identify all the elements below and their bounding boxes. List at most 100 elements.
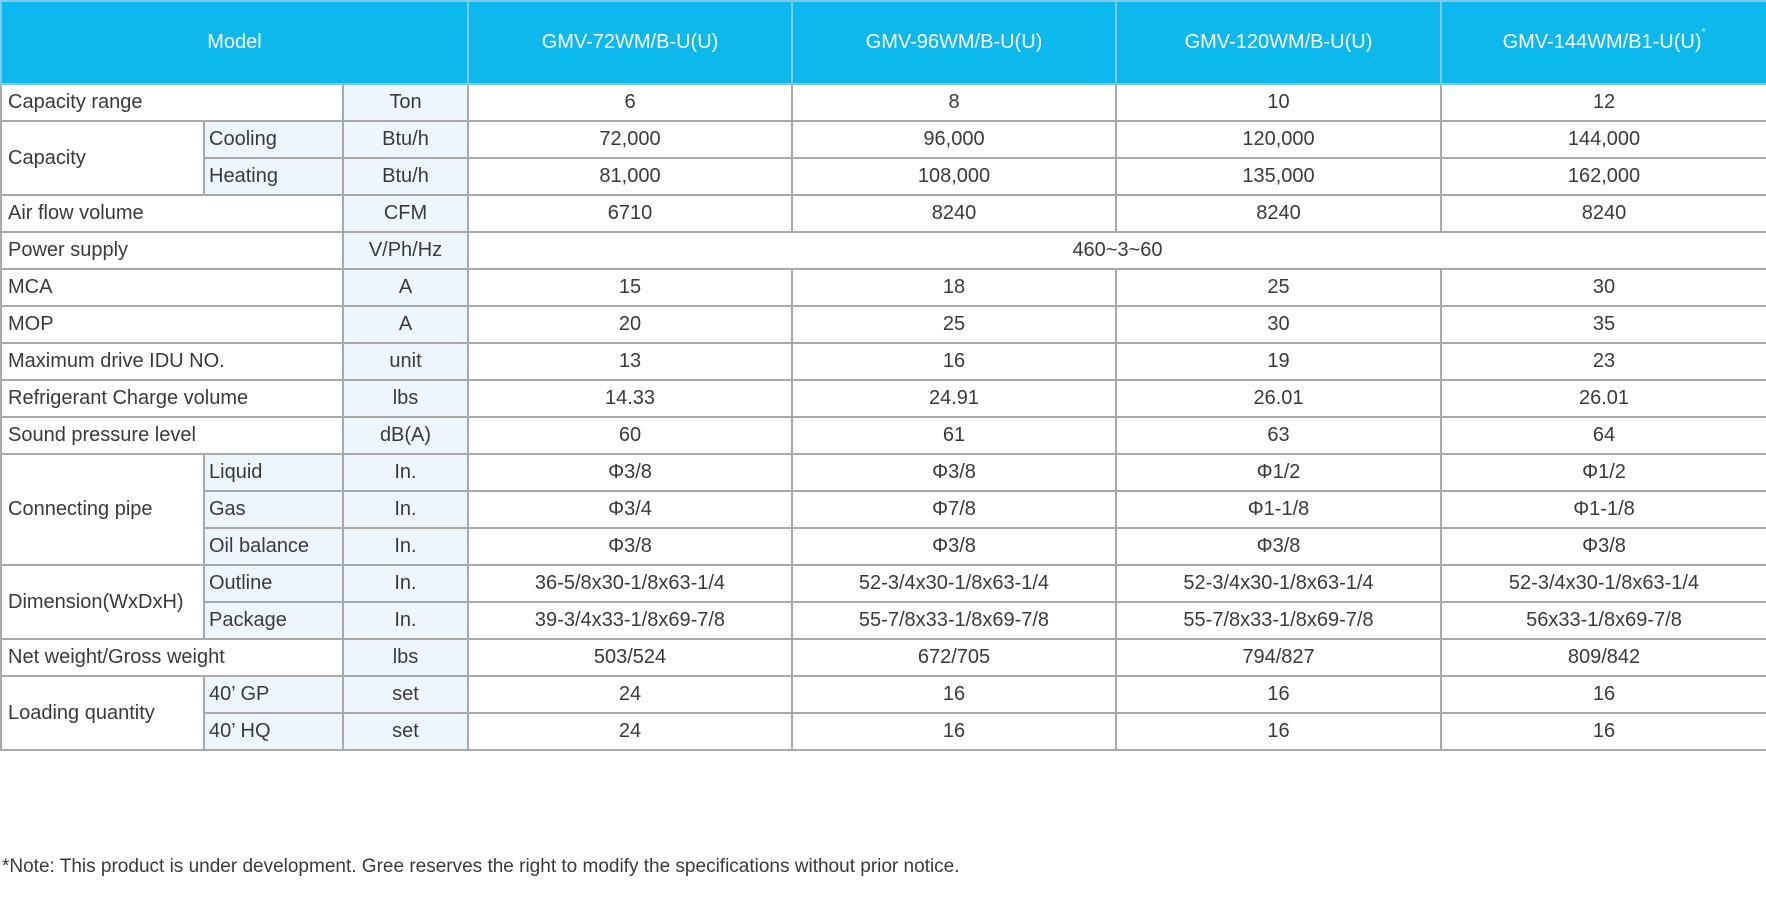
row-label: Refrigerant Charge volume	[0, 379, 344, 418]
value-cell: 24	[467, 675, 793, 714]
value-cell: 794/827	[1115, 638, 1442, 677]
row-sub-label: Heating	[203, 157, 344, 196]
row-group-label: Capacity	[0, 120, 205, 196]
value-cell: 16	[791, 675, 1117, 714]
value-cell: 56x33-1/8x69-7/8	[1440, 601, 1766, 640]
table-row: Oil balance In. Φ3/8 Φ3/8 Φ3/8 Φ3/8	[1, 527, 1766, 566]
value-cell: 108,000	[791, 157, 1117, 196]
value-cell: 35	[1440, 305, 1766, 344]
value-cell: 8240	[1440, 194, 1766, 233]
table-row: Package In. 39-3/4x33-1/8x69-7/8 55-7/8x…	[1, 601, 1766, 640]
value-cell: Φ3/8	[1115, 527, 1442, 566]
row-label: Sound pressure level	[0, 416, 344, 455]
merged-value-cell: 460~3~60	[467, 231, 1766, 270]
unit-cell: In.	[342, 564, 469, 603]
row-label: Air flow volume	[0, 194, 344, 233]
value-cell: 24	[467, 712, 793, 751]
model-name: GMV-144WM/B1-U(U)	[1502, 31, 1702, 53]
value-cell: Φ3/8	[791, 453, 1117, 492]
row-group-label: Connecting pipe	[0, 453, 205, 566]
value-cell: 30	[1115, 305, 1442, 344]
table-row: Loading quantity 40’ GP set 24 16 16 16	[0, 675, 1766, 751]
value-cell: 52-3/4x30-1/8x63-1/4	[1115, 564, 1442, 603]
value-cell: 26.01	[1440, 379, 1766, 418]
row-label: Net weight/Gross weight	[0, 638, 344, 677]
value-cell: Φ3/8	[467, 527, 793, 566]
table-row: Refrigerant Charge volume lbs 14.33 24.9…	[0, 379, 1766, 418]
value-cell: 15	[467, 268, 793, 307]
value-cell: 503/524	[467, 638, 793, 677]
value-cell: 162,000	[1440, 157, 1766, 196]
value-cell: 672/705	[791, 638, 1117, 677]
value-cell: 6710	[467, 194, 793, 233]
value-cell: 52-3/4x30-1/8x63-1/4	[1440, 564, 1766, 603]
table-row: Maximum drive IDU NO. unit 13 16 19 23	[0, 342, 1766, 381]
value-cell: 39-3/4x33-1/8x69-7/8	[467, 601, 793, 640]
value-cell: 16	[1115, 712, 1442, 751]
value-cell: Φ3/8	[1440, 527, 1766, 566]
model-header: Model	[0, 0, 469, 85]
row-sub-label: 40’ GP	[203, 675, 344, 714]
value-cell: 63	[1115, 416, 1442, 455]
value-cell: 72,000	[467, 120, 793, 159]
value-cell: Φ3/8	[467, 453, 793, 492]
unit-cell: In.	[342, 601, 469, 640]
model-name: GMV-72WM/B-U(U)	[467, 0, 793, 85]
row-label: Capacity range	[0, 83, 344, 122]
value-cell: 81,000	[467, 157, 793, 196]
unit-cell: lbs	[342, 379, 469, 418]
table-row: Gas In. Φ3/4 Φ7/8 Φ1-1/8 Φ1-1/8	[1, 490, 1766, 529]
model-name: GMV-96WM/B-U(U)	[791, 0, 1117, 85]
row-sub-label: Liquid	[203, 453, 344, 492]
value-cell: 10	[1115, 83, 1442, 122]
value-cell: 16	[791, 712, 1117, 751]
value-cell: Φ7/8	[791, 490, 1117, 529]
unit-cell: unit	[342, 342, 469, 381]
value-cell: 96,000	[791, 120, 1117, 159]
value-cell: 26.01	[1115, 379, 1442, 418]
value-cell: 13	[467, 342, 793, 381]
value-cell: 809/842	[1440, 638, 1766, 677]
table-row: MCA A 15 18 25 30	[0, 268, 1766, 307]
table-row: Connecting pipe Liquid In. Φ3/8 Φ3/8 Φ1/…	[0, 453, 1766, 566]
value-cell: 36-5/8x30-1/8x63-1/4	[467, 564, 793, 603]
unit-cell: Ton	[342, 83, 469, 122]
value-cell: 120,000	[1115, 120, 1442, 159]
row-sub-label: 40’ HQ	[203, 712, 344, 751]
unit-cell: set	[342, 675, 469, 714]
table-row: Power supply V/Ph/Hz 460~3~60	[0, 231, 1766, 270]
value-cell: 64	[1440, 416, 1766, 455]
value-cell: 6	[467, 83, 793, 122]
row-group-label: Loading quantity	[0, 675, 205, 751]
table-row: Air flow volume CFM 6710 8240 8240 8240	[0, 194, 1766, 233]
value-cell: 16	[1440, 712, 1766, 751]
unit-cell: Btu/h	[342, 157, 469, 196]
value-cell: 12	[1440, 83, 1766, 122]
unit-cell: Btu/h	[342, 120, 469, 159]
unit-cell: V/Ph/Hz	[342, 231, 469, 270]
value-cell: 25	[791, 305, 1117, 344]
table-row: Dimension(WxDxH) Outline In. 36-5/8x30-1…	[0, 564, 1766, 640]
row-sub-label: Cooling	[203, 120, 344, 159]
unit-cell: lbs	[342, 638, 469, 677]
value-cell: 24.91	[791, 379, 1117, 418]
table-row: Net weight/Gross weight lbs 503/524 672/…	[0, 638, 1766, 677]
row-sub-label: Gas	[203, 490, 344, 529]
development-mark: *	[1701, 27, 1706, 38]
value-cell: 14.33	[467, 379, 793, 418]
header-row: Model GMV-72WM/B-U(U) GMV-96WM/B-U(U) GM…	[0, 0, 1766, 85]
value-cell: Φ1/2	[1440, 453, 1766, 492]
table-row: MOP A 20 25 30 35	[0, 305, 1766, 344]
unit-cell: dB(A)	[342, 416, 469, 455]
row-sub-label: Package	[203, 601, 344, 640]
value-cell: 23	[1440, 342, 1766, 381]
value-cell: 25	[1115, 268, 1442, 307]
value-cell: Φ3/8	[791, 527, 1117, 566]
unit-cell: In.	[342, 527, 469, 566]
value-cell: 55-7/8x33-1/8x69-7/8	[1115, 601, 1442, 640]
value-cell: 61	[791, 416, 1117, 455]
model-name: GMV-120WM/B-U(U)	[1115, 0, 1442, 85]
value-cell: 8240	[791, 194, 1117, 233]
value-cell: Φ1-1/8	[1440, 490, 1766, 529]
unit-cell: set	[342, 712, 469, 751]
